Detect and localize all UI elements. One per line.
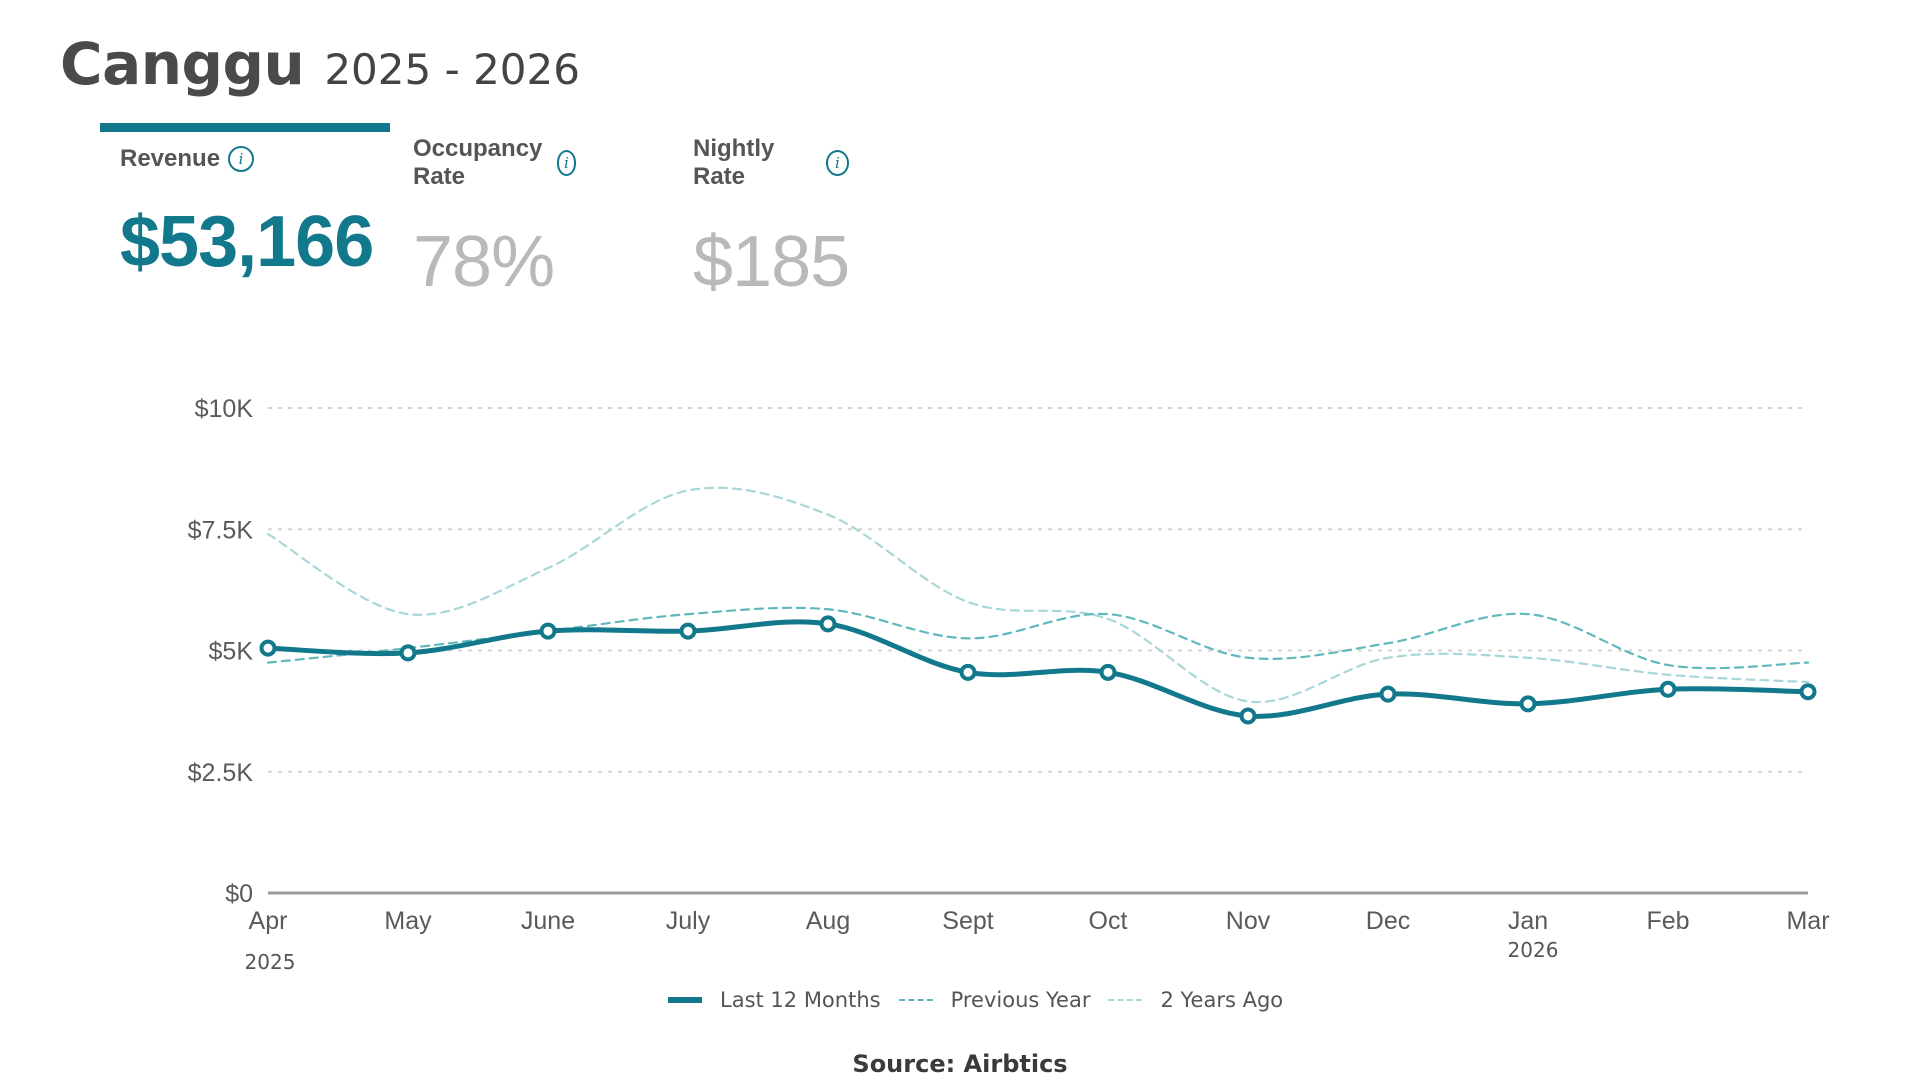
x-tick-label: Apr	[249, 907, 288, 935]
x-tick-label: July	[666, 907, 711, 935]
tab-revenue-value: $53,166	[120, 202, 374, 282]
series-line-previous-year	[266, 606, 1810, 670]
legend-swatch-solid	[668, 997, 702, 1003]
tab-occupancy-value: 78%	[413, 222, 555, 302]
revenue-line-chart: $0 $2.5K $5K $7.5K $10K Apr May June July Aug Sept…	[188, 395, 1830, 974]
active-tab-indicator	[100, 123, 390, 132]
x-tick-label: Dec	[1366, 907, 1410, 935]
tab-occupancy-rate[interactable]: Occupancy Rate i 78%	[413, 123, 577, 303]
data-point-last-12-months	[259, 639, 277, 657]
data-point-last-12-months	[959, 663, 977, 681]
tab-nightly-label: Nightly Rate	[693, 135, 775, 190]
y-tick-label: $5K	[209, 638, 254, 666]
y-tick-label: $10K	[195, 395, 254, 423]
x-tick-label: Aug	[806, 907, 850, 935]
legend-swatch-dashed	[898, 999, 933, 1001]
info-icon[interactable]: i	[825, 150, 850, 176]
series-line-last-12-months	[265, 619, 1811, 719]
tab-nightly-value: $185	[693, 222, 850, 302]
page-title: Canggu	[60, 30, 305, 98]
data-point-last-12-months	[819, 615, 837, 633]
x-year-label: 2025	[245, 950, 296, 974]
x-tick-label: Oct	[1089, 907, 1128, 935]
legend-item-last-12-months[interactable]: Last 12 Months	[668, 988, 881, 1012]
data-point-last-12-months	[1799, 683, 1817, 701]
page-subtitle: 2025 - 2026	[324, 45, 580, 94]
legend-label: Previous Year	[950, 988, 1091, 1012]
tab-nightly-rate[interactable]: Nightly Rate i $185	[693, 123, 850, 303]
tab-occupancy-label: Occupancy Rate	[413, 135, 543, 190]
x-tick-label: Nov	[1226, 907, 1271, 935]
data-point-last-12-months	[399, 644, 417, 662]
legend-item-2-years-ago[interactable]: 2 Years Ago	[1108, 988, 1283, 1012]
x-tick-label: Sept	[942, 907, 993, 935]
info-icon[interactable]: i	[228, 146, 255, 172]
x-tick-label: May	[384, 907, 432, 935]
x-tick-label: Jan	[1508, 907, 1548, 935]
data-point-last-12-months	[539, 622, 557, 640]
x-tick-label: Feb	[1646, 907, 1689, 935]
x-year-label: 2026	[1508, 938, 1559, 962]
data-point-last-12-months	[1099, 663, 1117, 681]
legend-swatch-dashed	[1108, 999, 1143, 1001]
data-point-last-12-months	[1379, 685, 1397, 703]
x-tick-label: Mar	[1786, 907, 1829, 935]
x-tick-label: June	[521, 907, 575, 935]
series-line-2-years-ago	[266, 486, 1810, 704]
tab-revenue[interactable]: Revenue i $53,166	[100, 123, 390, 283]
data-point-last-12-months	[1659, 680, 1677, 698]
legend-item-previous-year[interactable]: Previous Year	[898, 988, 1091, 1012]
legend-label: 2 Years Ago	[1160, 988, 1284, 1012]
data-point-last-12-months	[1519, 695, 1537, 713]
tab-revenue-label: Revenue	[120, 145, 221, 172]
y-tick-label: $7.5K	[188, 516, 254, 544]
data-point-last-12-months	[1239, 707, 1257, 725]
y-tick-label: $0	[225, 880, 253, 908]
legend-label: Last 12 Months	[720, 988, 881, 1012]
source-credit: Source: Airbtics	[852, 1050, 1068, 1078]
chart-legend: Last 12 Months Previous Year 2 Years Ago	[668, 988, 1301, 1012]
y-tick-label: $2.5K	[188, 759, 254, 787]
data-point-last-12-months	[679, 622, 697, 640]
header: Canggu 2025 - 2026	[60, 30, 580, 98]
info-icon[interactable]: i	[556, 150, 577, 176]
